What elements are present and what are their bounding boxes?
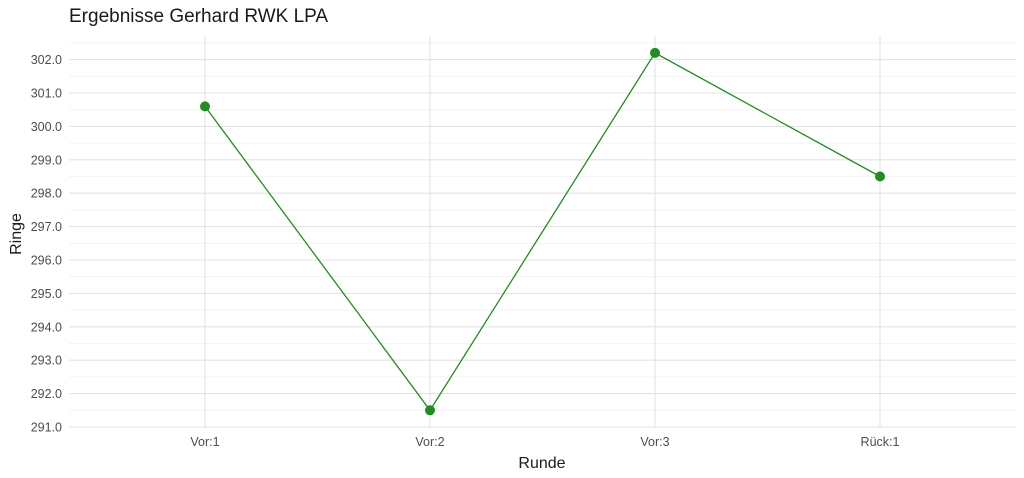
y-tick-label: 291.0: [31, 421, 62, 435]
y-tick-label: 297.0: [31, 220, 62, 234]
data-point: [875, 171, 885, 182]
y-tick-label: 302.0: [31, 53, 62, 67]
y-tick-label: 295.0: [31, 287, 62, 301]
x-tick-label: Rück:1: [861, 435, 900, 449]
chart-title: Ergebnisse Gerhard RWK LPA: [69, 6, 328, 27]
series-layer: [200, 47, 885, 416]
data-point: [425, 405, 435, 416]
grid-lines: [69, 36, 1016, 428]
y-tick-label: 296.0: [31, 254, 62, 268]
data-point: [650, 47, 660, 58]
y-tick-label: 294.0: [31, 320, 62, 334]
x-axis-ticks: Vor:1 Vor:2 Vor:3 Rück:1: [190, 435, 899, 449]
y-axis-ticks: 291.0 292.0 293.0 294.0 295.0 296.0 297.0 298.0…: [31, 53, 62, 434]
y-tick-label: 299.0: [31, 153, 62, 167]
x-axis-title: Runde: [518, 455, 565, 472]
data-point: [200, 101, 210, 112]
y-tick-label: 300.0: [31, 120, 62, 134]
y-tick-label: 292.0: [31, 387, 62, 401]
x-tick-label: Vor:1: [190, 435, 219, 449]
series-line: [204, 52, 881, 412]
x-tick-label: Vor:3: [640, 435, 669, 449]
x-tick-label: Vor:2: [415, 435, 444, 449]
y-tick-label: 293.0: [31, 354, 62, 368]
y-axis-title: Ringe: [8, 213, 25, 255]
y-tick-label: 298.0: [31, 187, 62, 201]
y-tick-label: 301.0: [31, 87, 62, 101]
